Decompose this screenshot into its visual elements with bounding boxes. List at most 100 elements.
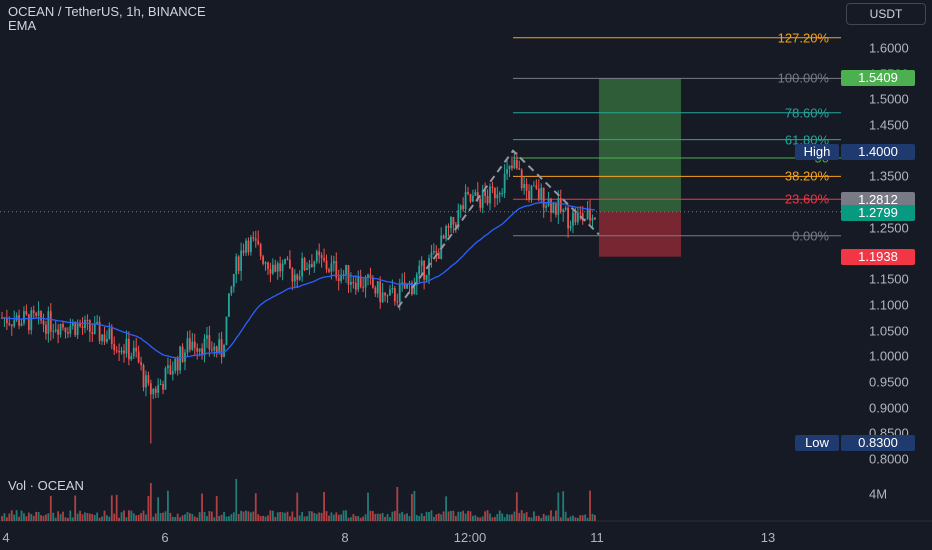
candle-body bbox=[208, 335, 211, 350]
volume-bar bbox=[589, 490, 591, 521]
candle-body bbox=[389, 289, 391, 296]
volume-bar bbox=[79, 510, 81, 521]
volume-bar bbox=[550, 510, 552, 521]
volume-bar bbox=[242, 511, 245, 521]
volume-bar bbox=[203, 511, 206, 521]
candle-body bbox=[457, 210, 460, 228]
volume-bar bbox=[149, 483, 152, 521]
candle-body bbox=[306, 268, 308, 271]
volume-bar bbox=[518, 512, 521, 521]
time-tick: 12:00 bbox=[453, 530, 487, 545]
candle-body bbox=[20, 323, 23, 326]
candle-body bbox=[79, 323, 81, 327]
volume-bar bbox=[32, 515, 35, 521]
volume-bar bbox=[418, 515, 421, 521]
fib-level-label: 61.80% bbox=[784, 132, 829, 148]
candle-body bbox=[162, 383, 164, 390]
candle-body bbox=[472, 195, 474, 202]
candle-body bbox=[71, 321, 74, 327]
candle-body bbox=[235, 256, 238, 275]
candle-body bbox=[220, 339, 223, 358]
volume-bar bbox=[162, 512, 164, 521]
volume-bar bbox=[462, 510, 465, 521]
swing-path bbox=[397, 149, 600, 309]
volume-bar bbox=[520, 510, 523, 521]
volume-bar bbox=[215, 496, 218, 521]
candle-body bbox=[113, 344, 116, 351]
symbol-title[interactable]: OCEAN / TetherUS, 1h, BINANCE bbox=[8, 4, 206, 19]
volume-bar bbox=[547, 515, 550, 521]
high-tag: High bbox=[795, 144, 839, 160]
candle-body bbox=[232, 274, 235, 287]
volume-bar bbox=[420, 513, 423, 521]
volume-bar bbox=[59, 514, 62, 521]
candle-body bbox=[93, 323, 96, 334]
candle-body bbox=[279, 263, 282, 272]
volume-bar bbox=[537, 515, 540, 521]
volume-bar bbox=[454, 515, 457, 521]
volume-bar bbox=[110, 495, 113, 521]
candle-body bbox=[437, 252, 440, 259]
candle-body bbox=[503, 173, 506, 194]
candle-body bbox=[267, 262, 269, 270]
candle-body bbox=[540, 187, 543, 200]
ema-indicator-label[interactable]: EMA bbox=[8, 18, 37, 33]
volume-bar bbox=[101, 516, 103, 521]
volume-bar bbox=[174, 517, 177, 521]
candle-body bbox=[313, 261, 316, 267]
volume-bar bbox=[198, 512, 201, 521]
volume-bar bbox=[232, 512, 235, 521]
candle-body bbox=[281, 263, 284, 272]
volume-bar bbox=[196, 517, 199, 521]
volume-bar bbox=[37, 512, 40, 521]
volume-bar bbox=[303, 516, 306, 521]
volume-bar bbox=[445, 496, 447, 521]
volume-bar bbox=[157, 497, 160, 521]
current-price-label: 1.2799 bbox=[841, 205, 915, 221]
candle-body bbox=[115, 350, 118, 352]
volume-bar bbox=[142, 510, 145, 521]
volume-bar bbox=[130, 510, 133, 521]
volume-bar bbox=[523, 513, 526, 521]
volume-bar bbox=[359, 517, 362, 521]
volume-bar bbox=[74, 495, 77, 521]
candle-body bbox=[188, 338, 191, 350]
candle-body bbox=[276, 263, 279, 272]
volume-bar bbox=[93, 515, 96, 521]
volume-bar bbox=[310, 511, 313, 521]
volume-bar bbox=[167, 490, 169, 521]
candle-body bbox=[201, 348, 203, 356]
candle-body bbox=[223, 345, 225, 358]
candle-body bbox=[459, 205, 462, 211]
volume-bar bbox=[123, 510, 125, 521]
candle-body bbox=[345, 265, 347, 275]
candle-body bbox=[106, 338, 108, 342]
volume-bar bbox=[181, 515, 184, 521]
candle-body bbox=[76, 323, 79, 336]
volume-bar bbox=[71, 517, 74, 521]
price-tick: 1.3500 bbox=[869, 168, 909, 184]
volume-bar bbox=[184, 514, 186, 521]
volume-bar bbox=[530, 517, 533, 521]
candle-body bbox=[508, 165, 511, 170]
candle-body bbox=[25, 311, 28, 315]
long-position-loss-zone bbox=[599, 211, 681, 257]
volume-bar bbox=[193, 516, 196, 521]
volume-bar bbox=[98, 517, 101, 521]
volume-bar bbox=[228, 516, 230, 521]
fib-level-label: 78.60% bbox=[784, 105, 829, 121]
candle-body bbox=[425, 274, 428, 280]
candle-body bbox=[484, 190, 487, 196]
volume-bar bbox=[64, 517, 67, 521]
volume-bar bbox=[513, 511, 516, 521]
candle-body bbox=[550, 198, 552, 213]
volume-bar bbox=[469, 511, 472, 521]
volume-indicator-label[interactable]: Vol · OCEAN bbox=[8, 478, 84, 493]
candle-body bbox=[157, 385, 160, 393]
volume-bar bbox=[225, 516, 228, 521]
candle-body bbox=[506, 169, 508, 174]
volume-bar bbox=[435, 514, 438, 521]
volume-bar bbox=[591, 513, 594, 521]
currency-button[interactable]: USDT bbox=[846, 3, 926, 25]
